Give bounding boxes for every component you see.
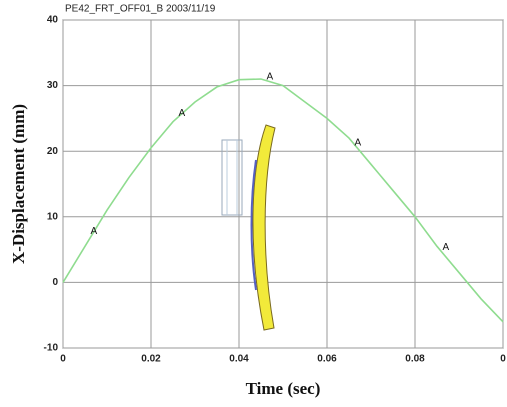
x-tick-label: 0: [60, 354, 66, 365]
y-tick-label: 20: [47, 146, 59, 157]
y-tick-label: -10: [44, 343, 59, 354]
point-marker: A: [354, 137, 361, 148]
chart-title: PE42_FRT_OFF01_B 2003/11/19: [65, 4, 216, 15]
x-axis-label: Time (sec): [246, 379, 321, 398]
x-tick-label: 0.06: [317, 354, 337, 365]
y-axis-label: X-Displacement (mm): [9, 104, 28, 264]
data-line: [62, 78, 504, 323]
y-tick-label: 0: [52, 277, 58, 288]
x-tick-label: 0.02: [141, 354, 161, 365]
x-tick-label: 0.08: [405, 354, 425, 365]
y-tick-label: 10: [47, 211, 59, 222]
x-tick-label: 0: [500, 354, 506, 365]
point-marker: A: [442, 242, 449, 253]
bumper-shape: [252, 124, 276, 331]
y-tick-label: 30: [47, 80, 59, 91]
plot-background: [62, 19, 504, 349]
barrier-outline: [221, 139, 243, 216]
point-marker: A: [90, 226, 97, 237]
point-marker: A: [266, 72, 273, 83]
bumper-edge: [250, 159, 257, 291]
x-tick-label: 0.04: [229, 354, 249, 365]
y-tick-label: 40: [47, 15, 59, 26]
vehicle-model: [221, 124, 276, 331]
point-marker: A: [178, 108, 185, 119]
